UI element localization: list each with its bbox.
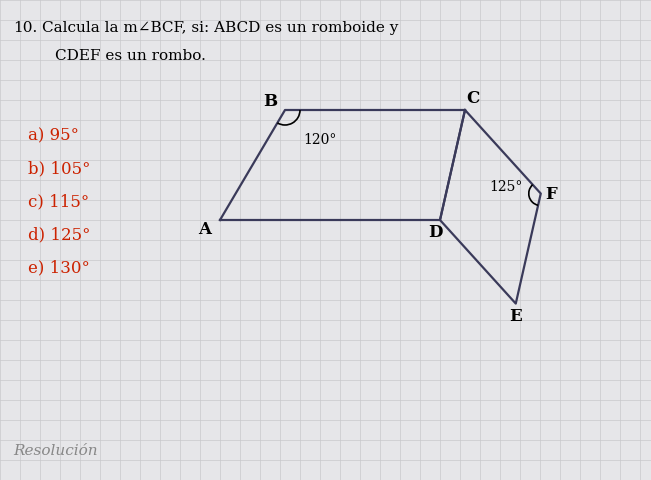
Text: c) 115°: c) 115° [28,193,89,210]
Text: D: D [428,224,443,241]
Text: b) 105°: b) 105° [28,160,90,177]
Text: 10.: 10. [13,21,37,35]
Text: B: B [263,93,277,110]
Text: F: F [546,186,557,203]
Text: a) 95°: a) 95° [28,127,79,144]
Text: A: A [199,221,212,238]
Text: e) 130°: e) 130° [28,259,90,276]
Text: E: E [509,307,522,324]
Text: CDEF es un rombo.: CDEF es un rombo. [55,49,206,63]
Text: d) 125°: d) 125° [28,226,90,243]
Text: Calcula la m∠BCF, si: ABCD es un romboide y: Calcula la m∠BCF, si: ABCD es un romboid… [42,21,398,35]
Text: 125°: 125° [490,179,523,193]
Text: 120°: 120° [303,133,337,147]
Text: Resolución: Resolución [13,443,98,457]
Text: C: C [466,90,479,107]
